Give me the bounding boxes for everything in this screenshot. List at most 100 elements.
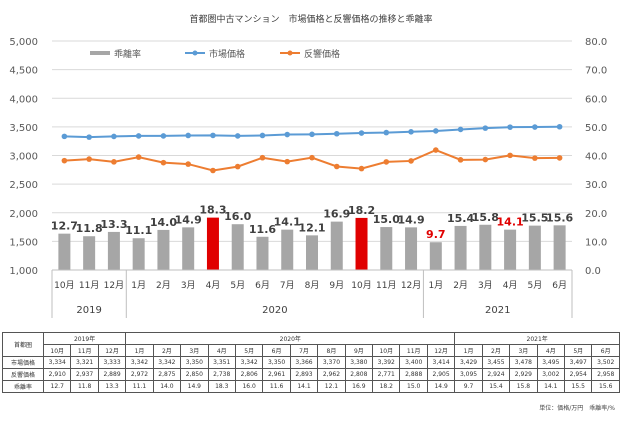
line-point [532,155,538,161]
x-tick-label: 8月 [305,280,320,291]
bar-label: 12.1 [298,221,325,234]
table-month: 1月 [454,344,483,357]
y-left-tick: 4,000 [9,94,38,105]
table-year: 2021年 [454,332,620,345]
bar [58,233,71,270]
table-cell: 3,342 [152,356,182,369]
line-point [160,159,167,166]
y-right-tick: 30.0 [585,180,607,191]
x-tick-label: 1月 [428,280,443,291]
bar [528,225,541,270]
table-cell: 3,392 [372,356,401,369]
x-tick-label: 3月 [478,280,493,291]
table-cell: 14.1 [289,380,319,393]
table-month: 2月 [152,344,182,357]
y-right-tick: 10.0 [585,237,607,248]
table-cell: 14.9 [180,380,209,393]
line-point [111,133,117,140]
line-point [333,163,340,170]
table-cell: 3,333 [97,356,127,369]
chart-title: 首都圏中古マンション 市場価格と反響価格の推移と乖離率 [189,13,432,25]
bar [405,227,418,270]
x-tick-label: 2月 [453,280,468,291]
line-point [507,124,513,130]
table-cell: 3,334 [42,356,72,369]
x-tick-label: 1月 [131,280,146,291]
line-point [111,159,117,165]
y-right-tick: 50.0 [585,123,607,134]
table-month: 7月 [289,344,319,357]
x-tick-label: 11月 [376,280,396,291]
table-month: 12月 [426,344,456,357]
bar-label: 12.7 [51,220,78,233]
table-cell: 3,414 [426,356,456,369]
line-point [408,158,414,164]
table-cell: 3,342 [234,356,264,369]
table-cell: 2,808 [344,368,374,381]
table-cell: 15.0 [399,380,428,393]
bar [256,236,269,270]
y-left-tick: 2,000 [9,209,38,220]
y-right-tick: 20.0 [585,209,607,220]
bar [157,229,170,270]
line-point [358,130,365,136]
table-month: 3月 [509,344,538,357]
line-point [185,161,191,167]
x-tick-label: 6月 [552,280,567,291]
line-point [507,152,513,159]
y-left-tick: 3,000 [9,152,38,163]
line-point [259,132,266,139]
table-cell: 2,962 [317,368,346,381]
table-cell: 3,455 [481,356,511,369]
year-label: 2019 [76,305,101,316]
y-left-tick: 1,000 [9,266,38,277]
line-point [234,133,241,139]
table-cell: 18.2 [372,380,401,393]
x-tick-label: 5月 [527,280,542,291]
y-right-tick: 60.0 [585,94,607,105]
y-right-tick: 70.0 [585,66,607,77]
table-row-label: 市場価格 [2,356,44,369]
bar-label: 13.3 [100,218,127,231]
table-cell: 12.7 [42,380,72,393]
bar [182,227,195,270]
table-month-row: 10月 11月 12月 1月 2月 3月 4月 5月 6月 7月 8月 9月 10月 11月 12月 1月 2月… [3,344,620,357]
table-cell: 12.1 [317,380,346,393]
table-cell: 3,095 [454,368,483,381]
bar [231,224,244,270]
data-table: 首都圏 2019年 2020年 2021年 10月 11月 12月 1月 2月 3月 4月 5月 6月 7… [2,332,620,393]
x-tick-label: 4月 [503,280,518,291]
table-cell: 14.0 [152,380,182,393]
table-row: 乖離率 12.7 11.8 13.3 11.1 14.0 14.9 18.3 16.0 11.6 1… [2,380,620,393]
table-cell: 3,370 [317,356,346,369]
legend-marker [287,50,293,56]
x-tick-label: 4月 [206,280,221,291]
table-cell: 2,875 [152,368,182,381]
table-cell: 11.1 [125,380,154,393]
table-cell: 3,400 [399,356,428,369]
table-cell: 11.6 [262,380,291,393]
line-point [86,134,92,140]
table-cell: 11.8 [70,380,99,393]
year-label: 2021 [485,305,510,316]
line-point [284,131,291,138]
table-cell: 2,905 [426,368,456,381]
table-cell: 3,497 [564,356,593,369]
bar [380,227,393,270]
x-tick-label: 3月 [181,280,196,291]
table-year: 2019年 [42,332,127,345]
line-point [532,124,538,130]
bar-label: 18.3 [199,204,226,217]
table-cell: 3,502 [591,356,620,369]
line-point [234,163,241,170]
x-tick-label: 7月 [280,280,295,291]
line-point [309,154,315,161]
table-month: 8月 [317,344,346,357]
chart: 首都圏中古マンション 市場価格と反響価格の推移と乖離率 1,000 0.0 1,500… [9,13,607,318]
y-right-tick: 0.0 [585,266,601,277]
table-cell: 2,954 [564,368,593,381]
line-point [408,128,414,135]
y-left-tick: 2,500 [9,180,38,191]
table-cell: 3,350 [262,356,291,369]
